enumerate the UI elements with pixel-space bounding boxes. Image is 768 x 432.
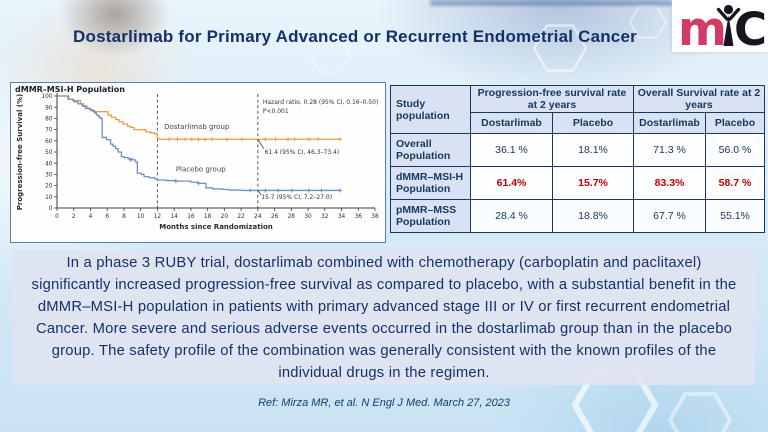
value-cell: 15.7% <box>552 166 634 200</box>
svg-text:10: 10 <box>137 214 145 220</box>
svg-text:8: 8 <box>122 214 126 220</box>
sub-header: Placebo <box>705 112 765 134</box>
reference-text: Ref: Mirza MR, et al. N Engl J Med. Marc… <box>258 397 510 409</box>
value-cell: 71.3 % <box>633 133 706 167</box>
table-row: dMMR–MSI-H Population 61.4% 15.7% 83.3% 58.7… <box>390 166 765 200</box>
summary-panel: In a phase 3 RUBY trial, dostarlimab com… <box>13 250 755 385</box>
brand-logo: m C <box>672 0 768 57</box>
svg-text:20: 20 <box>221 214 229 220</box>
table-row: pMMR–MSS Population 28.4 % 18.8% 67.7 % 55.1… <box>390 199 765 233</box>
svg-text:24: 24 <box>254 214 262 220</box>
sub-header: Placebo <box>552 112 634 134</box>
svg-text:Placebo group: Placebo group <box>176 166 226 174</box>
value-cell: 56.0 % <box>705 133 765 167</box>
svg-text:6: 6 <box>105 214 109 220</box>
svg-text:16: 16 <box>187 214 195 220</box>
value-cell: 61.4% <box>470 166 553 200</box>
svg-text:80: 80 <box>45 117 53 123</box>
value-cell: 67.7 % <box>633 199 706 233</box>
km-chart-panel: dMMR–MSI-H Population 0 2 4 6 8 10 12 14 16 18 20 2… <box>10 82 386 243</box>
svg-text:36: 36 <box>355 214 363 220</box>
value-cell: 58.7 % <box>705 166 765 200</box>
km-chart-svg: 0 2 4 6 8 10 12 14 16 18 20 22 24 26 28 30 32 34 36 3801020… <box>16 93 379 231</box>
svg-text:28: 28 <box>288 214 296 220</box>
svg-text:38: 38 <box>371 214 379 220</box>
svg-text:60: 60 <box>45 139 53 145</box>
person-icon <box>716 4 741 46</box>
results-table-body: Overall Population 36.1 % 18.1% 71.3 % 56.0 … <box>390 133 765 233</box>
svg-text:12: 12 <box>154 214 162 220</box>
svg-text:70: 70 <box>45 128 53 134</box>
svg-text:18: 18 <box>204 214 212 220</box>
results-table: Study population Progression-free surviva… <box>390 85 765 233</box>
svg-text:61.4 (95% CI, 46.3–73.4): 61.4 (95% CI, 46.3–73.4) <box>265 149 340 156</box>
value-cell: 55.1% <box>705 199 765 233</box>
row-label: pMMR–MSS Population <box>390 199 471 233</box>
svg-text:22: 22 <box>237 214 245 220</box>
summary-text: In a phase 3 RUBY trial, dostarlimab com… <box>31 254 737 381</box>
svg-text:14: 14 <box>170 214 178 220</box>
study-population-header: Study population <box>390 85 471 134</box>
value-cell: 36.1 % <box>470 133 553 167</box>
svg-text:90: 90 <box>45 105 53 111</box>
km-chart-title: dMMR–MSI-H Population <box>15 85 125 94</box>
svg-text:Months since Randomization: Months since Randomization <box>159 223 273 231</box>
logo-c-letter: C <box>734 3 767 52</box>
svg-text:26: 26 <box>271 214 279 220</box>
svg-text:0: 0 <box>49 206 53 212</box>
svg-text:100: 100 <box>41 94 52 100</box>
group-header: Progression-free survival rate at 2 year… <box>470 85 634 113</box>
svg-text:50: 50 <box>45 150 53 156</box>
value-cell: 28.4 % <box>470 199 553 233</box>
svg-text:0: 0 <box>55 214 59 220</box>
sub-header: Dostarlimab <box>633 112 706 134</box>
value-cell: 83.3% <box>633 166 706 200</box>
group-header: Overall Survival rate at 2 years <box>633 85 765 113</box>
svg-text:40: 40 <box>45 161 53 167</box>
svg-text:P<0.001: P<0.001 <box>263 108 289 115</box>
svg-text:32: 32 <box>321 214 329 220</box>
svg-text:Dostarlimab group: Dostarlimab group <box>164 123 230 131</box>
results-table-head: Study population Progression-free surviva… <box>390 85 765 134</box>
svg-text:2: 2 <box>72 214 76 220</box>
svg-text:34: 34 <box>338 214 346 220</box>
svg-text:30: 30 <box>304 214 312 220</box>
value-cell: 18.1% <box>552 133 634 167</box>
sub-header: Dostarlimab <box>470 112 553 134</box>
table-row: Overall Population 36.1 % 18.1% 71.3 % 56.0 … <box>390 133 765 167</box>
background-accent-band <box>430 0 672 6</box>
svg-text:4: 4 <box>89 214 93 220</box>
value-cell: 18.8% <box>552 199 634 233</box>
svg-text:Progression-free Survival (%): Progression-free Survival (%) <box>16 94 24 210</box>
page-title: Dostarlimab for Primary Advanced or Recu… <box>73 27 637 46</box>
row-label: Overall Population <box>390 133 471 167</box>
svg-text:10: 10 <box>45 195 53 201</box>
row-label: dMMR–MSI-H Population <box>390 166 471 200</box>
svg-text:15.7 (95% CI, 7.2–27.0): 15.7 (95% CI, 7.2–27.0) <box>261 194 332 201</box>
svg-text:20: 20 <box>45 184 53 190</box>
svg-text:30: 30 <box>45 173 53 179</box>
svg-text:Hazard ratio, 0.28 (95% CI, 0.: Hazard ratio, 0.28 (95% CI, 0.16–0.50) <box>263 99 378 106</box>
